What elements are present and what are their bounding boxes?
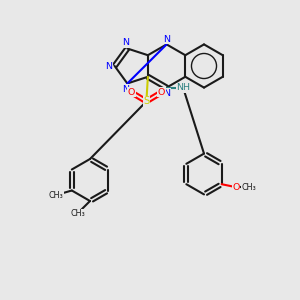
- Text: N: N: [163, 88, 170, 98]
- Text: N: N: [122, 38, 129, 47]
- Text: NH: NH: [176, 83, 190, 92]
- Text: N: N: [122, 85, 129, 94]
- Text: N: N: [105, 61, 112, 70]
- Text: O: O: [128, 88, 135, 97]
- Text: O: O: [158, 88, 165, 97]
- Text: CH₃: CH₃: [241, 183, 256, 192]
- Text: O: O: [232, 183, 240, 192]
- Text: S: S: [143, 96, 150, 106]
- Text: CH₃: CH₃: [49, 190, 64, 200]
- Text: CH₃: CH₃: [70, 209, 85, 218]
- Text: N: N: [163, 34, 170, 43]
